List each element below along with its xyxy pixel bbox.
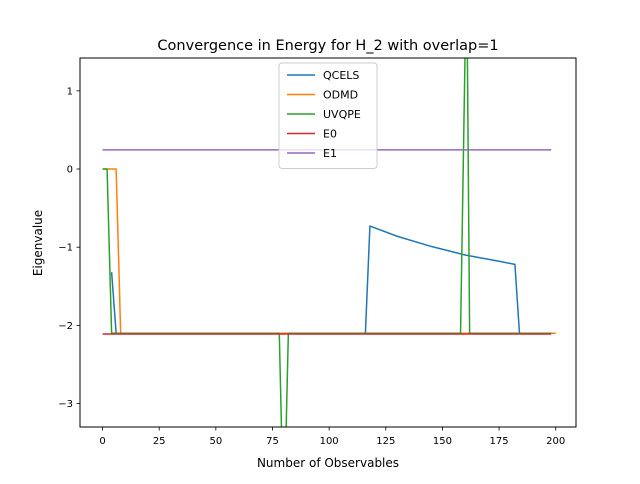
- series-line-uvqpe: [102, 58, 552, 427]
- y-tick-label: 1: [67, 86, 73, 97]
- x-tick-label: 50: [209, 436, 222, 447]
- series-line-odmd: [102, 168, 556, 334]
- x-tick-label: 25: [153, 436, 166, 447]
- y-axis-label: Eigenvalue: [31, 210, 45, 276]
- x-tick-label: 175: [490, 436, 509, 447]
- x-axis-label: Number of Observables: [257, 456, 399, 470]
- legend-box: [278, 62, 378, 169]
- legend-label-qcels: QCELS: [323, 69, 359, 82]
- plot-frame: [79, 57, 577, 428]
- legend-label-odmd: ODMD: [323, 89, 358, 102]
- y-axis: −3 −2 −1 0 1: [58, 86, 80, 410]
- legend-label-e0: E0: [323, 128, 337, 141]
- x-tick-label: 0: [99, 436, 105, 447]
- x-axis: 0 25 50 75 100 125 150 175 200: [99, 427, 565, 447]
- legend-label-e1: E1: [323, 147, 337, 160]
- y-tick-label: 0: [67, 165, 73, 176]
- chart-title: Convergence in Energy for H_2 with overl…: [157, 38, 498, 54]
- x-tick-label: 150: [433, 436, 452, 447]
- legend-label-uvqpe: UVQPE: [323, 108, 361, 121]
- y-tick-label: −2: [58, 321, 73, 332]
- legend: QCELS ODMD UVQPE E0 E1: [278, 62, 378, 169]
- series-line-qcels: [110, 225, 552, 334]
- x-tick-label: 100: [320, 436, 339, 447]
- x-tick-label: 75: [266, 436, 279, 447]
- x-tick-label: 200: [546, 436, 565, 447]
- y-tick-label: −3: [58, 399, 73, 410]
- x-tick-label: 125: [376, 436, 395, 447]
- y-tick-label: −1: [58, 243, 73, 254]
